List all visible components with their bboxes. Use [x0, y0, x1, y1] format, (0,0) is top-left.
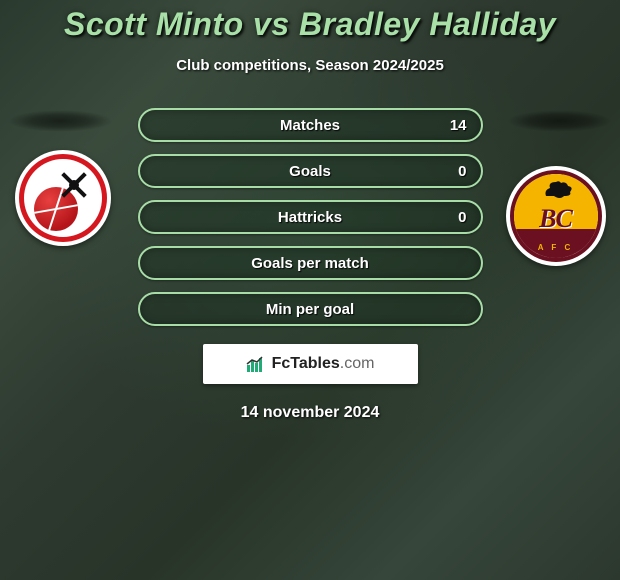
stat-label: Matches — [280, 117, 340, 134]
stat-value-right: 0 — [458, 163, 466, 180]
date-stamp: 14 november 2024 — [241, 404, 380, 422]
comparison-subtitle: Club competitions, Season 2024/2025 — [176, 57, 444, 74]
brand-suffix: .com — [340, 355, 375, 372]
player-right-shadow — [507, 110, 612, 132]
brand-badge: FcTables.com — [203, 344, 418, 384]
stat-value-right: 14 — [450, 117, 467, 134]
comparison-title: Scott Minto vs Bradley Halliday — [64, 6, 556, 43]
stat-row-min-per-goal: Min per goal — [138, 292, 483, 326]
stat-label: Goals per match — [251, 255, 369, 272]
stat-value-right: 0 — [458, 209, 466, 226]
stat-label: Hattricks — [278, 209, 342, 226]
stat-row-goals-per-match: Goals per match — [138, 246, 483, 280]
stat-row-matches: Matches 14 — [138, 108, 483, 142]
player-left-shadow — [8, 110, 113, 132]
stat-row-goals: Goals 0 — [138, 154, 483, 188]
card: Scott Minto vs Bradley Halliday Club com… — [0, 0, 620, 580]
club-crest-rotherham — [15, 150, 115, 250]
stats-column: Matches 14 Goals 0 Hattricks 0 Goals per… — [138, 108, 483, 326]
brand-name: FcTables — [272, 355, 340, 372]
stat-label: Goals — [289, 163, 331, 180]
bar-chart-icon — [246, 355, 266, 373]
brand-text: FcTables.com — [272, 355, 375, 373]
stat-label: Min per goal — [266, 301, 354, 318]
stat-row-hattricks: Hattricks 0 — [138, 200, 483, 234]
rooster-icon — [542, 178, 576, 200]
club-crest-bradford: BC A F C — [506, 150, 606, 250]
main-row: Matches 14 Goals 0 Hattricks 0 Goals per… — [0, 108, 620, 326]
